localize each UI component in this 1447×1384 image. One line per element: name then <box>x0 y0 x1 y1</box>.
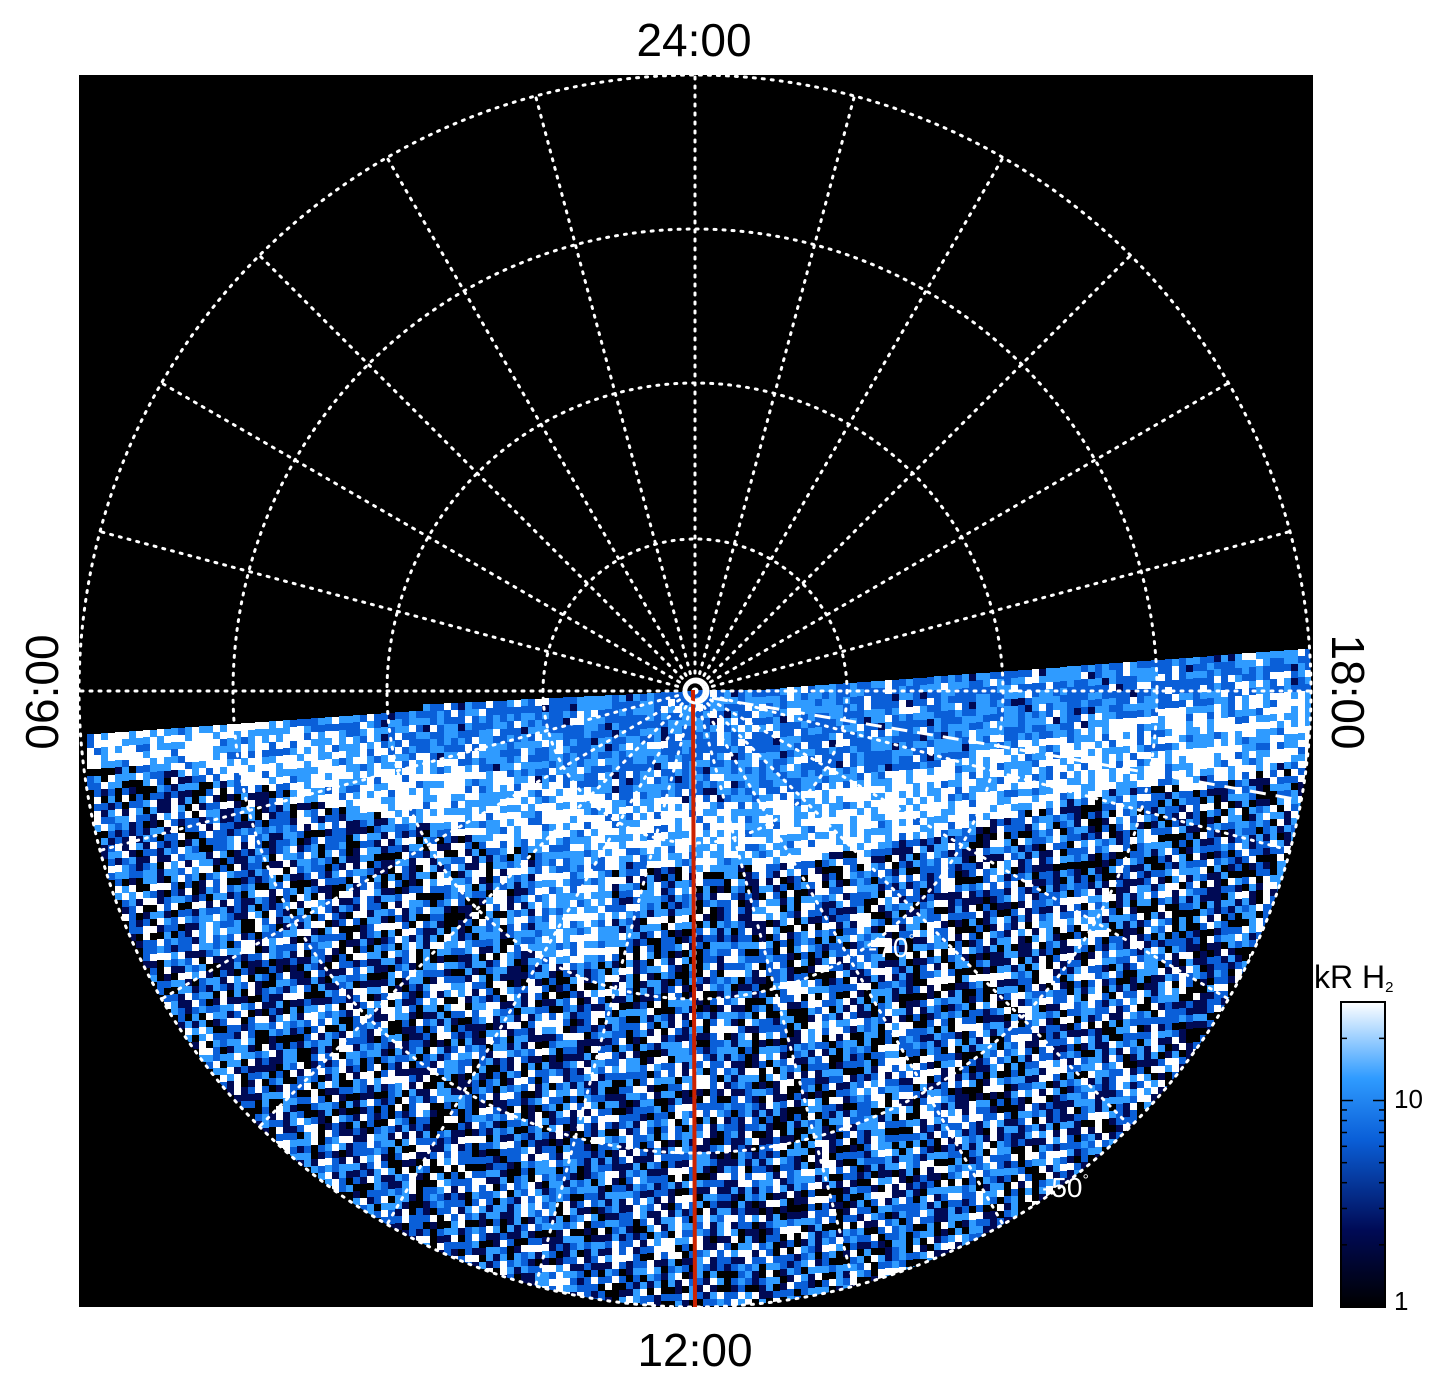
meridian-line <box>534 689 697 1288</box>
meridian-line <box>693 689 1292 852</box>
meridian-line <box>98 530 697 693</box>
meridian-line <box>693 156 1005 693</box>
latitude-circle <box>77 73 1313 1309</box>
colorbar-gradient <box>1340 1001 1386 1308</box>
meridian-line <box>693 689 1005 1226</box>
colorbar-tick-label-10: 10 <box>1394 1084 1423 1114</box>
meridian-line <box>693 689 856 1288</box>
meridian-line <box>160 689 697 1001</box>
local-time-label-bottom: 12:00 <box>637 1324 752 1376</box>
meridian-line <box>693 530 1292 693</box>
meridian-line <box>98 689 697 852</box>
reference-dashed-line <box>711 696 1301 802</box>
local-time-label-left: 06:00 <box>16 634 68 749</box>
auroral-emission-map <box>87 649 1311 1307</box>
meridian-line <box>693 381 1230 693</box>
noon-meridian-line <box>691 689 697 1308</box>
meridian-line <box>385 156 697 693</box>
circle-marker-icon <box>682 677 710 705</box>
lat-lon-grid <box>77 73 1313 1309</box>
meridian-line <box>257 689 697 1129</box>
meridian-line <box>693 253 1133 693</box>
meridian-line <box>160 381 697 693</box>
local-time-label-top: 24:00 <box>636 14 751 66</box>
meridian-line <box>693 689 1133 1129</box>
local-time-label-right: 18:00 <box>1322 634 1374 749</box>
meridian-line <box>693 94 856 693</box>
colorbar-tick-label-1: 1 <box>1394 1286 1408 1316</box>
meridian-line <box>534 94 697 693</box>
meridian-line <box>693 689 1230 1001</box>
colorbar: kR H2 10 1 <box>1314 959 1423 1316</box>
latitude-label-70: -70° <box>868 932 915 963</box>
colorbar-ticks <box>1341 1001 1385 1246</box>
meridian-line <box>257 253 697 693</box>
meridian-line <box>385 689 697 1226</box>
colorbar-unit-label: kR H2 <box>1314 959 1393 996</box>
latitude-label-50: -50° <box>1042 1172 1089 1203</box>
